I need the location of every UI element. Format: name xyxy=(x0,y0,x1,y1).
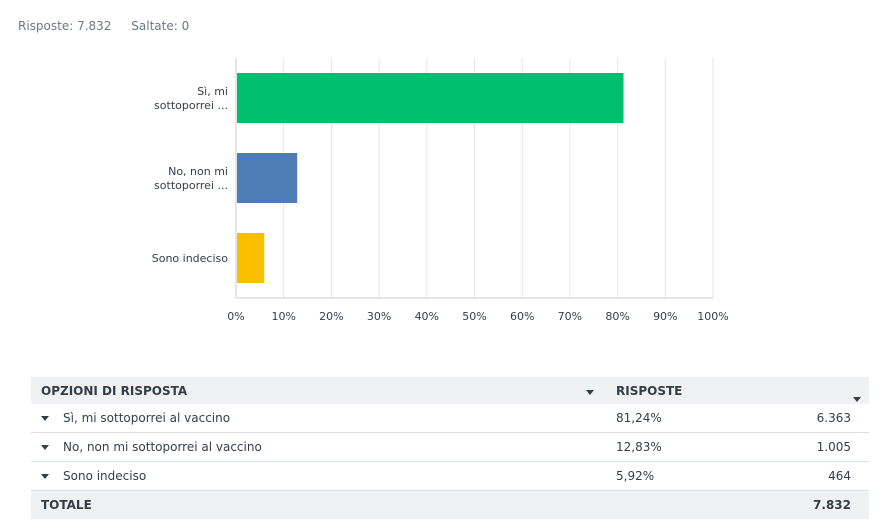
table-header: OPZIONI DI RISPOSTA RISPOSTE xyxy=(31,377,869,404)
table-row: Sì, mi sottoporrei al vaccino 81,24% 6.3… xyxy=(31,404,869,433)
table-total-row: TOTALE 7.832 xyxy=(31,491,869,519)
option-percent: 81,24% xyxy=(616,411,662,425)
header-option-column[interactable]: OPZIONI DI RISPOSTA xyxy=(31,384,606,398)
x-tick-label: 90% xyxy=(653,310,677,323)
skipped-count: Saltate: 0 xyxy=(131,19,190,33)
bar-chart: 0% 10% 20% 30% 40% 50% 60% 70% 80% 90% 100% Sì, mi s… xyxy=(152,58,729,323)
x-tick-label: 80% xyxy=(605,310,629,323)
table-row: Sono indeciso 5,92% 464 xyxy=(31,462,869,491)
response-summary: Risposte: 7.832 Saltate: 0 xyxy=(18,19,205,33)
sort-caret-icon[interactable] xyxy=(853,396,861,402)
category-label: No, non mi sottoporrei ... xyxy=(154,165,228,192)
x-tick-label: 40% xyxy=(415,310,439,323)
x-tick-label: 20% xyxy=(319,310,343,323)
header-responses-column[interactable]: RISPOSTE xyxy=(606,384,781,398)
bar xyxy=(237,153,298,203)
category-label: Sono indeciso xyxy=(152,252,229,265)
response-table: OPZIONI DI RISPOSTA RISPOSTE Sì, mi sott… xyxy=(31,377,869,519)
expand-caret-icon[interactable] xyxy=(41,444,49,450)
x-tick-label: 30% xyxy=(367,310,391,323)
x-tick-label: 70% xyxy=(558,310,582,323)
header-option-label: OPZIONI DI RISPOSTA xyxy=(41,383,188,398)
category-label: Sì, mi sottoporrei ... xyxy=(154,85,228,112)
total-label: TOTALE xyxy=(41,498,92,512)
option-percent: 12,83% xyxy=(616,440,662,454)
x-tick-label: 60% xyxy=(510,310,534,323)
option-count: 6.363 xyxy=(816,411,851,425)
total-count: 7.832 xyxy=(813,498,851,512)
bar xyxy=(237,233,265,283)
x-tick-label: 10% xyxy=(271,310,295,323)
option-count: 464 xyxy=(828,469,851,483)
expand-caret-icon[interactable] xyxy=(41,415,49,421)
table-row: No, non mi sottoporrei al vaccino 12,83%… xyxy=(31,433,869,462)
option-label: No, non mi sottoporrei al vaccino xyxy=(63,440,262,454)
expand-caret-icon[interactable] xyxy=(41,473,49,479)
option-count: 1.005 xyxy=(816,440,851,454)
x-tick-label: 100% xyxy=(697,310,728,323)
header-responses-label: RISPOSTE xyxy=(616,383,683,398)
option-label: Sì, mi sottoporrei al vaccino xyxy=(63,411,231,425)
option-label: Sono indeciso xyxy=(63,469,147,483)
option-percent: 5,92% xyxy=(616,469,655,483)
x-tick-label: 50% xyxy=(462,310,486,323)
responses-count: Risposte: 7.832 xyxy=(18,19,112,33)
sort-caret-icon[interactable] xyxy=(586,389,594,395)
bar xyxy=(237,73,624,123)
x-tick-label: 0% xyxy=(227,310,244,323)
